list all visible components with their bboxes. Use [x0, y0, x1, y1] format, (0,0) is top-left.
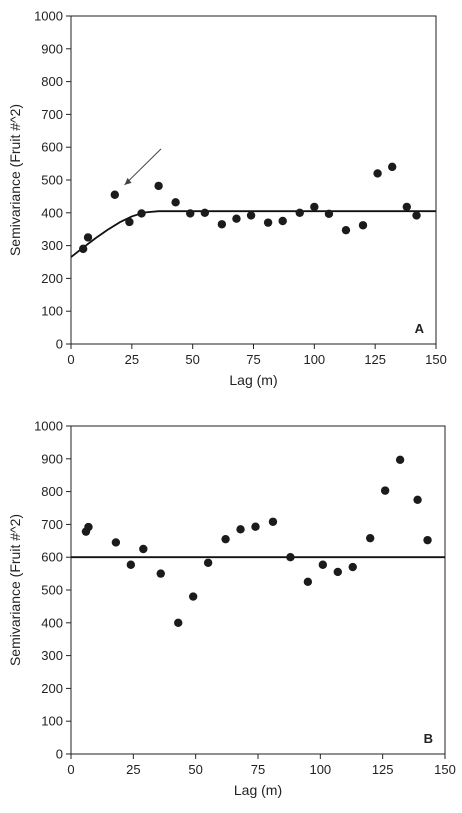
data-point	[139, 544, 148, 554]
y-tick-label: 600	[41, 140, 63, 155]
panel-a-chart: 0 100 200 300 400 500 600 700 800 900 1000 0 25 50 75 1…	[7, 9, 447, 389]
x-tick-label: 75	[251, 762, 265, 777]
y-tick-label: 500	[41, 173, 63, 188]
data-point	[174, 618, 183, 627]
data-point	[156, 569, 165, 578]
data-point	[341, 225, 351, 235]
data-point	[246, 211, 256, 220]
data-point	[412, 211, 421, 220]
y-tick-label: 400	[41, 205, 63, 220]
data-point	[203, 558, 213, 567]
x-tick-label: 100	[303, 352, 325, 367]
x-tick-label: 100	[309, 762, 331, 777]
plot-frame	[70, 425, 446, 755]
data-point	[366, 533, 375, 543]
data-point	[295, 208, 304, 217]
data-point	[348, 562, 357, 572]
x-tick-label: 125	[364, 352, 386, 367]
data-point	[110, 190, 120, 199]
data-point	[200, 208, 210, 217]
data-point	[78, 244, 88, 254]
data-point	[380, 486, 390, 495]
y-tick-label: 300	[41, 648, 63, 663]
y-tick-label: 700	[41, 517, 63, 532]
data-point	[423, 535, 432, 545]
data-point	[221, 534, 230, 544]
data-point	[303, 577, 313, 586]
annotation-arrow	[124, 148, 162, 186]
data-point	[251, 522, 260, 531]
y-tick-label: 0	[56, 337, 63, 352]
data-point	[186, 209, 195, 218]
y-tick-label: 800	[41, 484, 63, 499]
data-point	[154, 181, 163, 191]
y-tick-label: 900	[41, 41, 63, 56]
panel-label: B	[424, 731, 433, 746]
data-point	[402, 202, 411, 212]
data-point	[125, 217, 134, 227]
data-point	[188, 592, 198, 601]
y-tick-label: 100	[41, 304, 63, 319]
x-tick-label: 125	[372, 762, 394, 777]
x-tick-label: 0	[67, 352, 74, 367]
data-point	[373, 169, 382, 178]
panel-b-chart: 0 100 200 300 400 500 600 700 800 900 1000 0 25 50 75 1…	[7, 419, 456, 799]
data-point	[84, 522, 93, 532]
x-tick-label: 50	[188, 762, 202, 777]
x-axis-title: Lag (m)	[234, 782, 282, 798]
y-axis-title: Semivariance (Fruit #^2)	[7, 104, 23, 256]
y-tick-label: 200	[41, 681, 63, 696]
data-point	[286, 553, 295, 562]
y-tick-label: 900	[41, 451, 63, 466]
x-tick-label: 25	[126, 762, 140, 777]
y-tick-label: 100	[41, 714, 63, 729]
x-axis-title: Lag (m)	[229, 372, 277, 388]
data-point	[278, 216, 287, 226]
data-point	[263, 218, 273, 227]
data-point	[395, 455, 405, 464]
x-tick-label: 0	[67, 762, 74, 777]
data-point	[236, 525, 245, 534]
y-tick-label: 200	[41, 271, 63, 286]
x-tick-label: 150	[434, 762, 456, 777]
data-point	[388, 162, 397, 172]
y-tick-label: 300	[41, 238, 63, 253]
x-tick-label: 25	[125, 352, 139, 367]
data-point	[324, 209, 334, 218]
annotation-arrowhead	[124, 177, 132, 185]
data-point	[318, 560, 328, 569]
plot-frame	[70, 15, 437, 345]
data-point	[111, 538, 121, 547]
model-fit-line	[70, 210, 436, 258]
y-tick-label: 800	[41, 74, 63, 89]
data-point	[413, 495, 422, 504]
y-tick-label: 1000	[34, 9, 63, 24]
y-tick-label: 0	[56, 747, 63, 762]
y-tick-label: 700	[41, 107, 63, 122]
x-tick-label: 150	[425, 352, 447, 367]
x-tick-label: 75	[246, 352, 260, 367]
data-point	[333, 567, 342, 577]
data-point	[171, 198, 180, 207]
data-point	[232, 214, 241, 223]
y-tick-label: 600	[41, 550, 63, 565]
y-tick-label: 1000	[34, 419, 63, 434]
data-point	[137, 209, 146, 218]
data-point	[310, 202, 319, 212]
panel-label: A	[415, 321, 425, 336]
data-point	[217, 220, 227, 229]
data-point	[83, 233, 93, 242]
data-point	[358, 221, 368, 230]
data-point	[126, 560, 136, 569]
data-point	[268, 517, 278, 526]
x-tick-label: 50	[185, 352, 199, 367]
y-tick-label: 400	[41, 615, 63, 630]
y-tick-label: 500	[41, 583, 63, 598]
y-axis-title: Semivariance (Fruit #^2)	[7, 514, 23, 666]
